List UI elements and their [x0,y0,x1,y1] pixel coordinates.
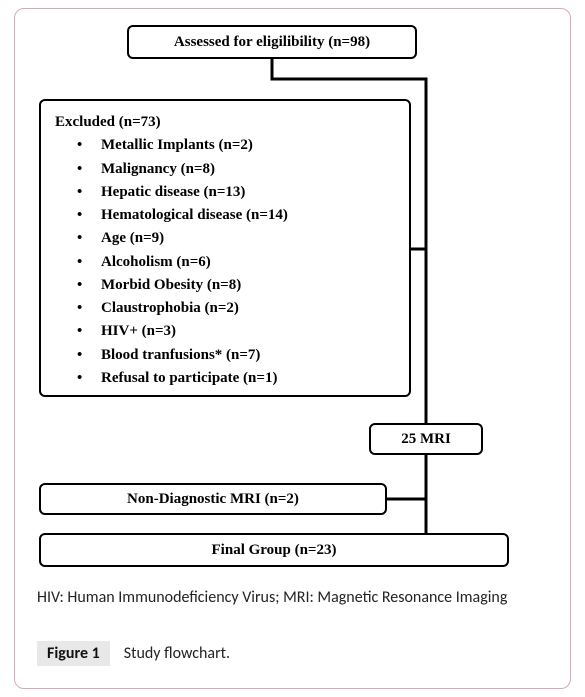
excluded-item: Malignancy (n=8) [77,158,395,181]
excluded-item: Hematological disease (n=14) [77,204,395,227]
node-final-text: Final Group (n=23) [212,541,337,559]
node-assessed: Assessed for eligilibility (n=98) [127,25,417,59]
node-nondiagnostic: Non-Diagnostic MRI (n=2) [39,483,387,515]
excluded-item: HIV+ (n=3) [77,320,395,343]
node-final: Final Group (n=23) [39,533,509,567]
node-excluded: Excluded (n=73) Metallic Implants (n=2) … [39,99,411,397]
excluded-item: Age (n=9) [77,227,395,250]
excluded-item: Metallic Implants (n=2) [77,134,395,157]
figure-label: Figure 1 [37,641,110,666]
node-nondiagnostic-text: Non-Diagnostic MRI (n=2) [127,490,299,508]
node-assessed-text: Assessed for eligilibility (n=98) [174,33,370,51]
figure-text: Study flowchart. [124,644,230,663]
excluded-list: Metallic Implants (n=2) Malignancy (n=8)… [77,134,395,390]
figure-caption: Figure 1 Study flowchart. [37,641,548,666]
figure-frame: Assessed for eligilibility (n=98) Exclud… [14,8,571,689]
excluded-item: Blood tranfusions* (n=7) [77,344,395,367]
excluded-item: Claustrophobia (n=2) [77,297,395,320]
excluded-item: Hepatic disease (n=13) [77,181,395,204]
excluded-item: Alcoholism (n=6) [77,251,395,274]
node-mri: 25 MRI [369,423,483,455]
abbreviations: HIV: Human Immunodeficiency Virus; MRI: … [37,587,548,609]
excluded-item: Morbid Obesity (n=8) [77,274,395,297]
node-mri-text: 25 MRI [401,430,451,448]
excluded-title: Excluded (n=73) [55,111,395,134]
excluded-item: Refusal to participate (n=1) [77,367,395,390]
